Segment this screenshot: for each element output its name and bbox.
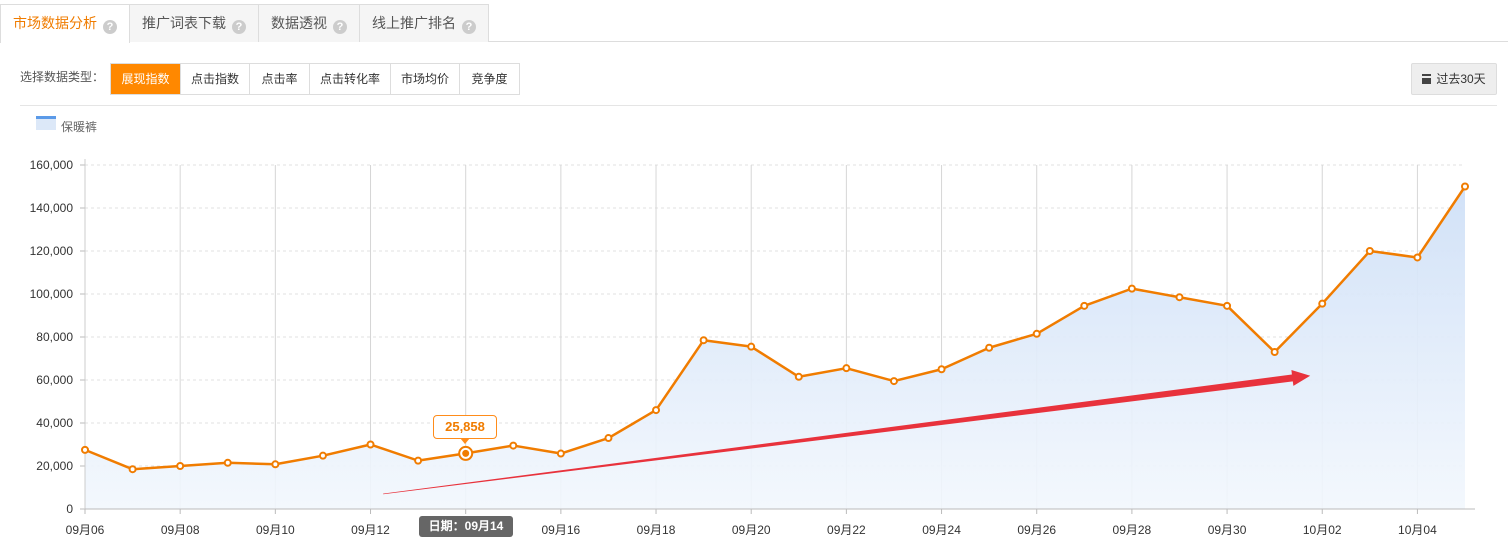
tab-label: 线上推广排名 <box>372 15 456 31</box>
highlighted-point <box>462 449 470 457</box>
data-point <box>81 445 89 454</box>
data-point <box>747 342 756 351</box>
data-point <box>318 451 327 460</box>
calendar-icon <box>1422 74 1432 84</box>
data-type-selector: 展现指数 点击指数 点击率 点击转化率 市场均价 竞争度 <box>110 63 520 95</box>
date-range-label: 过去30天 <box>1436 72 1486 86</box>
y-tick-label: 160,000 <box>30 158 74 172</box>
data-point <box>128 465 137 474</box>
type-button-avg-price[interactable]: 市场均价 <box>390 64 459 94</box>
tab-market-analysis[interactable]: 市场数据分析? <box>0 4 130 43</box>
x-tick-label: 09月20 <box>732 523 771 537</box>
data-point <box>509 441 518 450</box>
type-button-click-index[interactable]: 点击指数 <box>180 64 249 94</box>
tab-label: 市场数据分析 <box>13 15 97 31</box>
x-tick-label: 09月12 <box>351 523 390 537</box>
data-point <box>1461 182 1469 191</box>
date-range-button[interactable]: 过去30天 <box>1411 63 1497 95</box>
x-tick-label: 09月18 <box>637 523 676 537</box>
series-area <box>85 186 1465 509</box>
trend-arrow-shape <box>383 370 1311 495</box>
data-point <box>1032 329 1041 338</box>
x-tick-label: 09月30 <box>1208 523 1247 537</box>
data-point <box>1270 348 1279 357</box>
data-type-label: 选择数据类型： <box>20 70 105 84</box>
data-point <box>1127 284 1136 293</box>
data-point <box>699 336 708 345</box>
data-point <box>556 449 565 458</box>
x-tick-label: 09月28 <box>1113 523 1152 537</box>
x-tick-label: 09月26 <box>1017 523 1056 537</box>
tab-online-ranking[interactable]: 线上推广排名? <box>359 4 489 42</box>
data-point <box>604 434 613 443</box>
data-point <box>1413 253 1422 262</box>
tab-label: 数据透视 <box>271 15 327 31</box>
data-point <box>1365 247 1374 255</box>
tab-keyword-download[interactable]: 推广词表下载? <box>129 4 259 42</box>
tab-label: 推广词表下载 <box>142 15 226 31</box>
y-tick-label: 140,000 <box>30 201 74 215</box>
tooltip-date: 日期：09月14 <box>419 516 513 537</box>
axes: 0 20,000 40,000 60,000 80,000 100,000 120,000 1… <box>30 158 1475 537</box>
legend-label[interactable]: 保暖裤 <box>61 120 98 134</box>
type-button-impressions[interactable]: 展现指数 <box>111 64 180 94</box>
data-point <box>1080 301 1089 310</box>
area-layer <box>85 186 1465 509</box>
type-button-ctr[interactable]: 点击率 <box>249 64 309 94</box>
x-tick-label: 09月06 <box>66 523 105 537</box>
data-point <box>794 372 803 381</box>
x-tick-label: 09月24 <box>922 523 961 537</box>
help-icon[interactable]: ? <box>232 20 246 34</box>
points-layer <box>81 182 1469 474</box>
x-tick-label: 09月08 <box>161 523 200 537</box>
y-tick-label: 80,000 <box>36 330 73 344</box>
data-point <box>223 458 232 467</box>
series-line <box>84 185 1467 471</box>
help-icon[interactable]: ? <box>333 20 347 34</box>
data-point <box>1223 301 1232 310</box>
y-tick-label: 60,000 <box>36 373 73 387</box>
x-tick-label: 10月02 <box>1303 523 1342 537</box>
data-point <box>937 365 946 374</box>
data-point <box>1318 299 1327 308</box>
data-point <box>842 364 851 373</box>
divider <box>20 105 1497 106</box>
y-tick-label: 40,000 <box>36 416 73 430</box>
tooltip-value: 25,858 <box>433 415 497 444</box>
data-point <box>652 406 661 415</box>
legend-swatch[interactable] <box>36 116 56 130</box>
data-point <box>1175 293 1184 302</box>
trend-arrow <box>383 370 1311 495</box>
y-tick-label: 120,000 <box>30 244 74 258</box>
data-point <box>889 377 898 386</box>
y-tick-label: 20,000 <box>36 459 73 473</box>
tab-data-pivot[interactable]: 数据透视? <box>258 4 360 42</box>
data-point <box>366 440 375 449</box>
help-icon[interactable]: ? <box>103 20 117 34</box>
x-tick-label: 09月22 <box>827 523 866 537</box>
data-point <box>414 456 423 465</box>
data-point <box>176 462 185 470</box>
type-button-competition[interactable]: 竞争度 <box>459 64 519 94</box>
y-tick-label: 100,000 <box>30 287 74 301</box>
y-tick-label: 0 <box>66 502 73 516</box>
x-tick-label: 09月10 <box>256 523 295 537</box>
x-tick-label: 10月04 <box>1398 523 1437 537</box>
line-layer <box>84 185 1467 471</box>
data-point <box>985 343 994 352</box>
data-point <box>271 460 280 469</box>
x-tick-label: 09月16 <box>542 523 581 537</box>
help-icon[interactable]: ? <box>462 20 476 34</box>
type-button-conversion-rate[interactable]: 点击转化率 <box>309 64 390 94</box>
tab-bar: 市场数据分析? 推广词表下载? 数据透视? 线上推广排名? <box>0 0 1508 43</box>
